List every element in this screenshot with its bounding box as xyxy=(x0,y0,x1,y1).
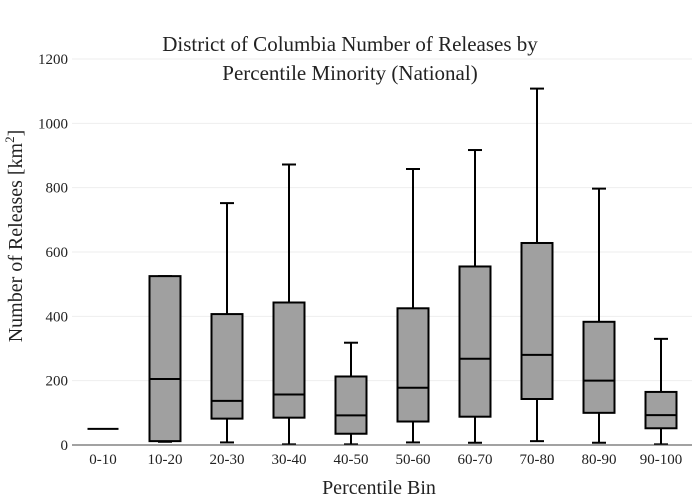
chart-title-line-1: District of Columbia Number of Releases … xyxy=(162,32,538,56)
box-plot-40-50 xyxy=(334,341,368,446)
y-axis-label-end: ] xyxy=(5,130,27,137)
x-tick-label: 60-70 xyxy=(458,452,493,468)
box-plot-20-30 xyxy=(210,202,244,444)
y-axis-label-superscript: 2 xyxy=(2,136,17,143)
y-axis-label: Number of Releases [km2] xyxy=(2,130,27,343)
box-plot-30-40 xyxy=(272,163,306,446)
x-tick-label: 40-50 xyxy=(334,452,369,468)
box-plot-10-20 xyxy=(148,275,182,443)
iqr-box xyxy=(210,313,244,420)
iqr-box xyxy=(582,320,616,414)
box-plot-70-80 xyxy=(520,87,554,443)
x-tick-label: 50-60 xyxy=(396,452,431,468)
x-tick-labels: 0-10 10-20 20-30 30-40 40-50 50-60 60-70 70-80 8… xyxy=(89,452,682,468)
x-tick-label: 10-20 xyxy=(148,452,183,468)
x-tick-label: 30-40 xyxy=(272,452,307,468)
box-plot-90-100 xyxy=(644,337,678,446)
box-plot-50-60 xyxy=(396,168,430,444)
box-plot-80-90 xyxy=(582,187,616,444)
y-tick-label: 800 xyxy=(46,181,69,197)
iqr-box xyxy=(644,390,678,430)
x-tick-label: 70-80 xyxy=(520,452,555,468)
x-tick-label: 20-30 xyxy=(210,452,245,468)
iqr-box xyxy=(520,241,554,401)
box-plot-60-70 xyxy=(458,149,492,444)
x-axis-label: Percentile Bin xyxy=(322,477,436,499)
iqr-box xyxy=(458,265,492,418)
y-tick-label: 1200 xyxy=(38,52,68,68)
y-axis-label-main: Number of Releases [km xyxy=(5,142,27,342)
y-tick-label: 400 xyxy=(46,309,69,325)
x-tick-label: 90-100 xyxy=(640,452,683,468)
iqr-box xyxy=(148,275,182,443)
chart-title-line-2: Percentile Minority (National) xyxy=(222,61,477,85)
box-series xyxy=(87,87,678,446)
y-tick-labels: 0 200 400 600 800 1000 1200 xyxy=(38,52,68,454)
y-tick-label: 1000 xyxy=(38,116,68,132)
x-tick-label: 0-10 xyxy=(89,452,117,468)
iqr-box xyxy=(396,307,430,423)
y-tick-label: 600 xyxy=(46,245,69,261)
iqr-box xyxy=(334,375,368,435)
y-tick-label: 0 xyxy=(61,438,69,454)
y-tick-label: 200 xyxy=(46,374,69,390)
iqr-box xyxy=(272,301,306,419)
x-tick-label: 80-90 xyxy=(582,452,617,468)
